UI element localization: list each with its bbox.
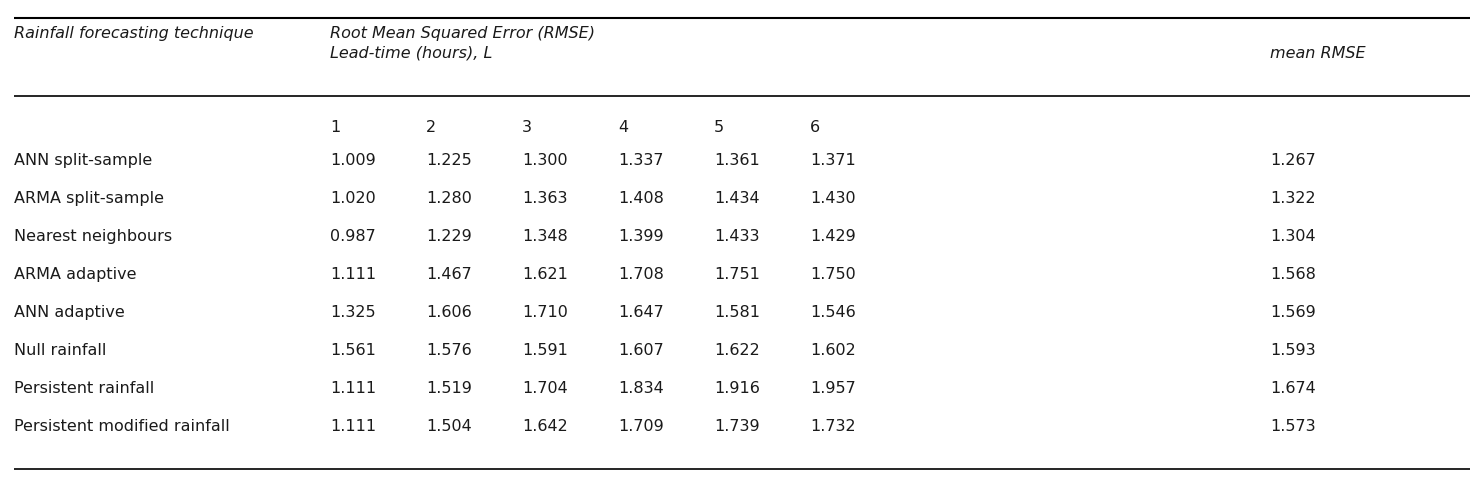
- Text: 0.987: 0.987: [329, 229, 375, 244]
- Text: 1.363: 1.363: [522, 191, 567, 206]
- Text: 1.704: 1.704: [522, 381, 568, 396]
- Text: ANN split-sample: ANN split-sample: [13, 153, 153, 168]
- Text: 1: 1: [329, 120, 340, 135]
- Text: 6: 6: [810, 120, 821, 135]
- Text: Root Mean Squared Error (RMSE): Root Mean Squared Error (RMSE): [329, 26, 595, 41]
- Text: Null rainfall: Null rainfall: [13, 343, 107, 358]
- Text: 1.467: 1.467: [426, 267, 472, 282]
- Text: 1.834: 1.834: [617, 381, 663, 396]
- Text: 1.674: 1.674: [1270, 381, 1316, 396]
- Text: 1.642: 1.642: [522, 419, 568, 434]
- Text: 1.581: 1.581: [714, 305, 760, 320]
- Text: 1.434: 1.434: [714, 191, 760, 206]
- Text: 1.300: 1.300: [522, 153, 567, 168]
- Text: 3: 3: [522, 120, 531, 135]
- Text: 1.429: 1.429: [810, 229, 856, 244]
- Text: Rainfall forecasting technique: Rainfall forecasting technique: [13, 26, 254, 41]
- Text: 1.399: 1.399: [617, 229, 663, 244]
- Text: 1.348: 1.348: [522, 229, 568, 244]
- Text: 1.111: 1.111: [329, 419, 375, 434]
- Text: 1.361: 1.361: [714, 153, 760, 168]
- Text: 1.622: 1.622: [714, 343, 760, 358]
- Text: 1.751: 1.751: [714, 267, 760, 282]
- Text: 1.111: 1.111: [329, 381, 375, 396]
- Text: 1.647: 1.647: [617, 305, 663, 320]
- Text: 4: 4: [617, 120, 628, 135]
- Text: Nearest neighbours: Nearest neighbours: [13, 229, 172, 244]
- Text: 1.621: 1.621: [522, 267, 568, 282]
- Text: 1.569: 1.569: [1270, 305, 1316, 320]
- Text: 1.433: 1.433: [714, 229, 760, 244]
- Text: Lead-time (hours), L: Lead-time (hours), L: [329, 46, 493, 61]
- Text: 1.708: 1.708: [617, 267, 663, 282]
- Text: 1.561: 1.561: [329, 343, 375, 358]
- Text: 1.111: 1.111: [329, 267, 375, 282]
- Text: 1.709: 1.709: [617, 419, 663, 434]
- Text: ANN adaptive: ANN adaptive: [13, 305, 125, 320]
- Text: Persistent rainfall: Persistent rainfall: [13, 381, 154, 396]
- Text: 1.957: 1.957: [810, 381, 856, 396]
- Text: ARMA adaptive: ARMA adaptive: [13, 267, 137, 282]
- Text: 1.546: 1.546: [810, 305, 856, 320]
- Text: ARMA split-sample: ARMA split-sample: [13, 191, 165, 206]
- Text: 1.225: 1.225: [426, 153, 472, 168]
- Text: Persistent modified rainfall: Persistent modified rainfall: [13, 419, 230, 434]
- Text: 1.304: 1.304: [1270, 229, 1316, 244]
- Text: 1.750: 1.750: [810, 267, 856, 282]
- Text: 1.573: 1.573: [1270, 419, 1316, 434]
- Text: 1.267: 1.267: [1270, 153, 1316, 168]
- Text: 1.568: 1.568: [1270, 267, 1316, 282]
- Text: 1.519: 1.519: [426, 381, 472, 396]
- Text: 1.408: 1.408: [617, 191, 663, 206]
- Text: 1.732: 1.732: [810, 419, 856, 434]
- Text: 1.504: 1.504: [426, 419, 472, 434]
- Text: 1.606: 1.606: [426, 305, 472, 320]
- Text: 1.430: 1.430: [810, 191, 856, 206]
- Text: 1.916: 1.916: [714, 381, 760, 396]
- Text: 1.020: 1.020: [329, 191, 375, 206]
- Text: 1.371: 1.371: [810, 153, 856, 168]
- Text: mean RMSE: mean RMSE: [1270, 46, 1365, 61]
- Text: 1.710: 1.710: [522, 305, 568, 320]
- Text: 1.325: 1.325: [329, 305, 375, 320]
- Text: 1.576: 1.576: [426, 343, 472, 358]
- Text: 5: 5: [714, 120, 724, 135]
- Text: 1.280: 1.280: [426, 191, 472, 206]
- Text: 1.229: 1.229: [426, 229, 472, 244]
- Text: 1.322: 1.322: [1270, 191, 1316, 206]
- Text: 1.009: 1.009: [329, 153, 375, 168]
- Text: 1.337: 1.337: [617, 153, 663, 168]
- Text: 1.593: 1.593: [1270, 343, 1316, 358]
- Text: 1.739: 1.739: [714, 419, 760, 434]
- Text: 1.607: 1.607: [617, 343, 663, 358]
- Text: 1.602: 1.602: [810, 343, 856, 358]
- Text: 1.591: 1.591: [522, 343, 568, 358]
- Text: 2: 2: [426, 120, 436, 135]
